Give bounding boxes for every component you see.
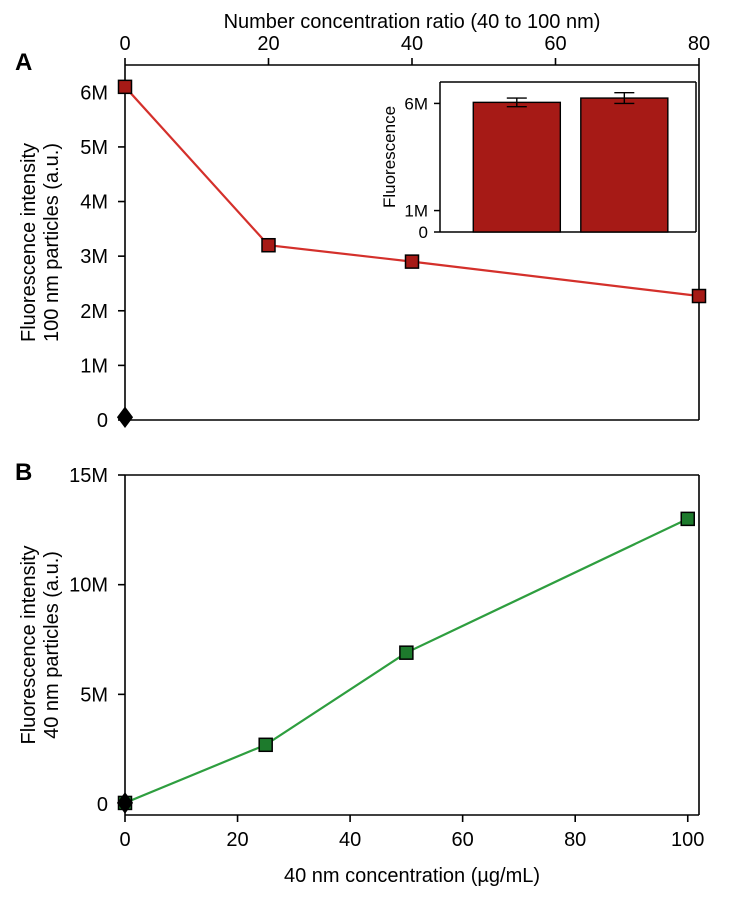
inset-y-tick-label: 1M: [404, 202, 428, 221]
panel-a-y-tick-label: 5M: [80, 137, 108, 159]
panel-b-x-title: 40 nm concentration (µg/mL): [284, 865, 540, 887]
panel-b-y-tick-label: 10M: [69, 575, 108, 597]
panel-a-diamond-marker: [117, 407, 133, 429]
inset-y-title: Fluorescence: [380, 106, 399, 208]
panel-a-y-tick-label: 1M: [80, 355, 108, 377]
panel-b-x-tick-label: 80: [564, 829, 586, 851]
panel-b-marker: [259, 738, 272, 751]
panel-a-marker: [406, 255, 419, 268]
panel-b-marker: [400, 646, 413, 659]
inset-y-tick-label: 6M: [404, 94, 428, 113]
panel-a-top-tick-label: 40: [401, 33, 423, 55]
panel-a-y-tick-label: 6M: [80, 82, 108, 104]
panel-b-y-title: Fluorescence intensity40 nm particles (a…: [18, 546, 63, 745]
panel-b-x-tick-label: 100: [671, 829, 704, 851]
panel-a-y-tick-label: 0: [97, 410, 108, 432]
panel-b-y-tick-label: 0: [97, 794, 108, 816]
figure: A 0 20 40 60 80 Number concentration ratio (40…: [0, 0, 730, 909]
panel-b-line: [125, 519, 688, 803]
panel-b-label: B: [15, 459, 32, 486]
panel-a-top-tick-label: 0: [119, 33, 130, 55]
panel-a-y-tick-label: 3M: [80, 246, 108, 268]
panel-a-top-tick-label: 80: [688, 33, 710, 55]
panel-a-top-tick-label: 20: [257, 33, 279, 55]
panel-a-marker: [693, 290, 706, 303]
panel-b-diamond-marker: [117, 792, 133, 814]
inset-bar: [581, 98, 668, 232]
panel-a-y-tick-label: 2M: [80, 301, 108, 323]
panel-b-x-tick-label: 40: [339, 829, 361, 851]
panel-b-x-tick-label: 0: [119, 829, 130, 851]
inset-y-tick-label: 0: [419, 223, 428, 242]
panel-a-marker: [262, 239, 275, 252]
inset-bar: [473, 102, 560, 232]
panel-a-top-title: Number concentration ratio (40 to 100 nm…: [224, 11, 601, 33]
panel-a-y-title: Fluorescence intensity100 nm particles (…: [18, 143, 63, 342]
panel-b-x-tick-label: 60: [452, 829, 474, 851]
panel-b-x-tick-label: 20: [226, 829, 248, 851]
panel-a-label: A: [15, 49, 32, 76]
panel-b-marker: [681, 512, 694, 525]
panel-a-marker: [119, 80, 132, 93]
panel-b-y-tick-label: 5M: [80, 684, 108, 706]
panel-a-y-tick-label: 4M: [80, 192, 108, 214]
panel-b-y-tick-label: 15M: [69, 465, 108, 487]
panel-a-top-tick-label: 60: [544, 33, 566, 55]
